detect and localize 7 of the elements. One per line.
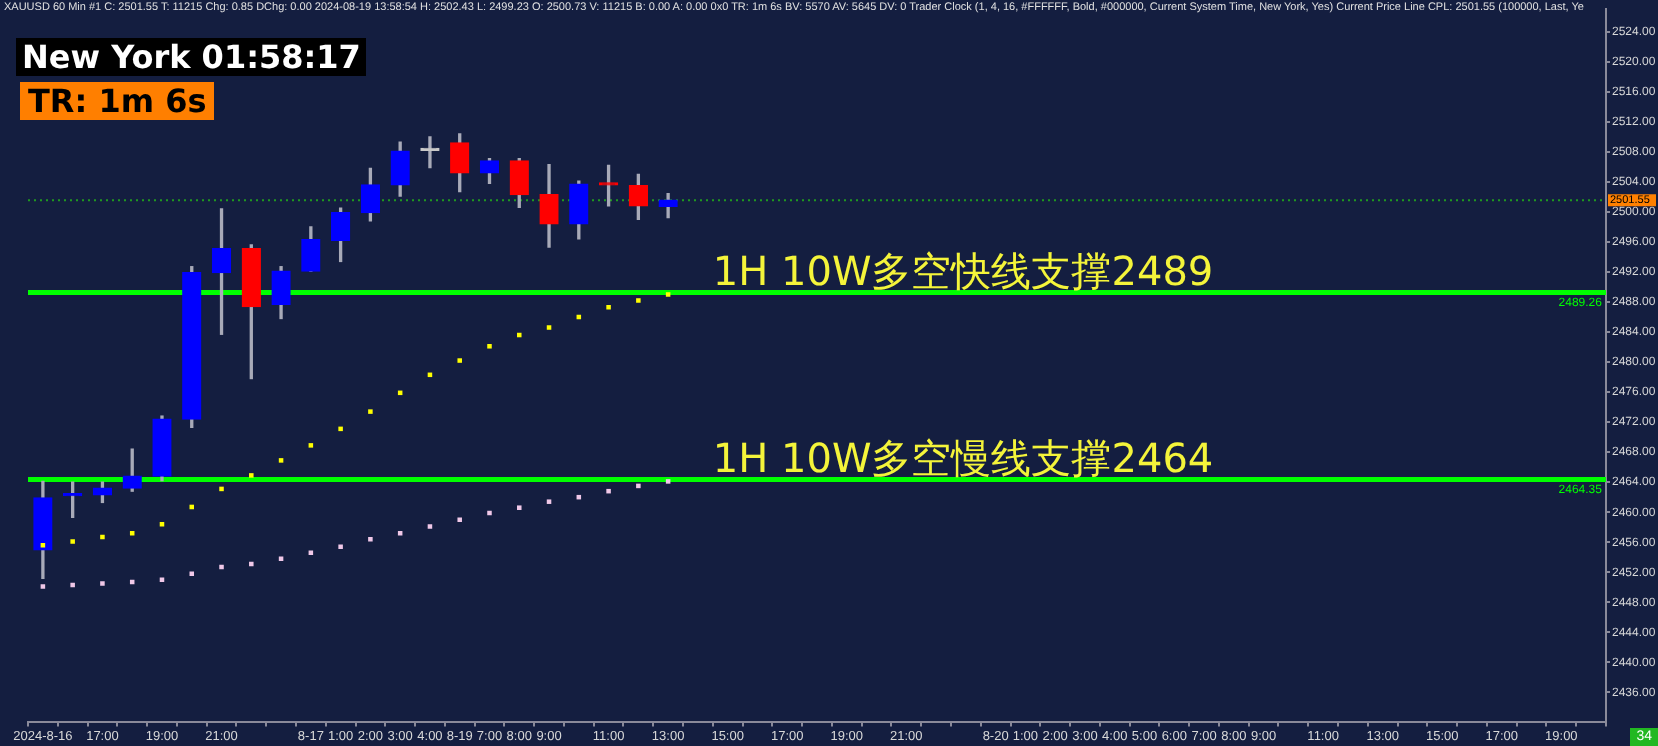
annotation: TR: 1m 6s (20, 82, 215, 120)
point (159, 577, 165, 583)
annotation: New York 01:58:17 (16, 38, 367, 76)
annotation: 1H 10W多空慢线支撑2464 (712, 433, 1214, 482)
annotation: 1H 10W多空快线支撑2489 (712, 246, 1214, 295)
point (189, 504, 195, 510)
point (189, 571, 195, 577)
